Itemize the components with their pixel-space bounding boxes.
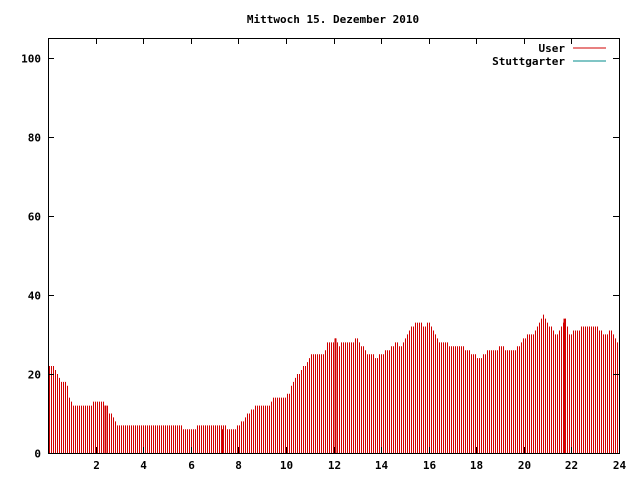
x-tick-label: 22 [565, 459, 578, 472]
x-tick-label: 14 [375, 459, 389, 472]
legend-label: User [539, 42, 566, 55]
x-tick-label: 24 [613, 459, 627, 472]
y-tick-label: 20 [28, 369, 41, 382]
y-tick-label: 80 [28, 132, 41, 145]
x-tick-label: 18 [470, 459, 483, 472]
x-tick-label: 12 [328, 459, 341, 472]
chart-title: Mittwoch 15. Dezember 2010 [247, 13, 419, 26]
x-tick-label: 20 [518, 459, 531, 472]
y-tick-label: 60 [28, 211, 41, 224]
y-tick-label: 0 [34, 448, 41, 461]
x-tick-label: 8 [235, 459, 242, 472]
x-tick-label: 4 [140, 459, 147, 472]
x-tick-label: 10 [280, 459, 293, 472]
y-tick-label: 100 [21, 53, 41, 66]
legend-label: Stuttgarter [492, 55, 565, 68]
x-tick-label: 16 [423, 459, 437, 472]
bars-layer [49, 314, 618, 453]
x-tick-label: 2 [93, 459, 100, 472]
y-tick-label: 40 [28, 290, 41, 303]
x-tick-label: 6 [188, 459, 195, 472]
